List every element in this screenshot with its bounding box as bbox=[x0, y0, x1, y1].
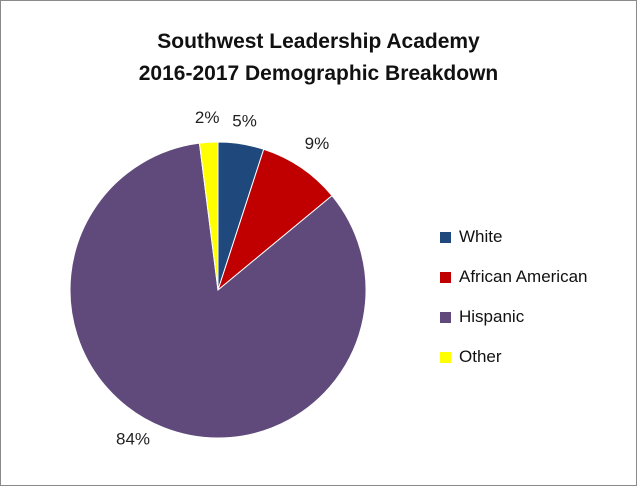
legend-label-hispanic: Hispanic bbox=[459, 307, 525, 326]
legend-swatch-hispanic bbox=[440, 311, 451, 323]
data-label-hispanic: 84% bbox=[116, 429, 150, 448]
pie-slice-african-american bbox=[216, 148, 333, 292]
data-label-other: 2% bbox=[195, 108, 220, 127]
pie-slice-hispanic bbox=[69, 142, 367, 439]
legend-label-other: Other bbox=[459, 347, 502, 366]
legend: White African American Hispanic Other bbox=[440, 217, 588, 377]
legend-swatch-other bbox=[440, 351, 451, 363]
legend-item-other: Other bbox=[440, 337, 588, 377]
chart-title-line-2: 2016-2017 Demographic Breakdown bbox=[138, 62, 499, 85]
data-label-white: 5% bbox=[232, 112, 257, 131]
legend-item-hispanic: Hispanic bbox=[440, 297, 588, 337]
legend-swatch-african-american bbox=[440, 271, 451, 283]
pie-slice-other bbox=[198, 141, 219, 291]
chart-title: Southwest Leadership Academy 2016-2017 D… bbox=[0, 26, 637, 90]
legend-swatch-white bbox=[440, 231, 451, 243]
legend-item-white: White bbox=[440, 217, 588, 257]
legend-label-african-american: African American bbox=[459, 267, 588, 286]
data-label-african-american: 9% bbox=[305, 134, 330, 153]
legend-label-white: White bbox=[459, 227, 503, 246]
chart-title-line-1: Southwest Leadership Academy bbox=[157, 30, 480, 53]
legend-item-african-american: African American bbox=[440, 257, 588, 297]
